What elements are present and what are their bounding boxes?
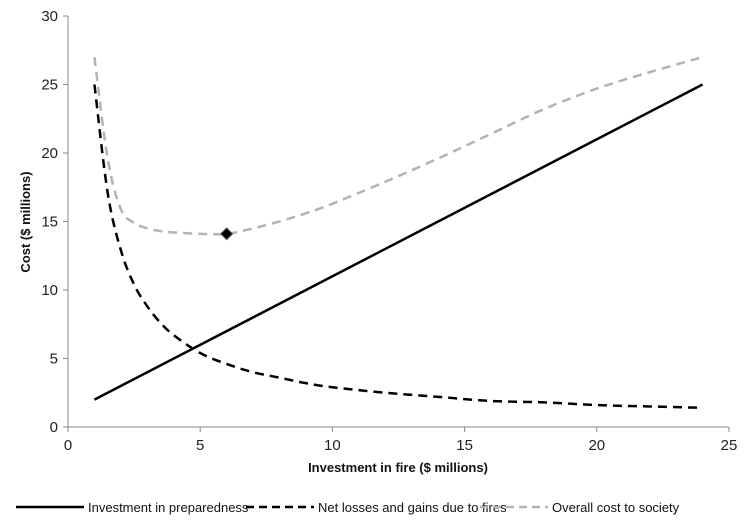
series-net-losses-and-gains bbox=[93, 84, 703, 410]
x-tick-label: 5 bbox=[196, 437, 204, 454]
x-tick-label: 15 bbox=[456, 437, 473, 454]
series-lines bbox=[93, 55, 704, 410]
y-tick-label: 5 bbox=[50, 351, 58, 368]
y-tick-label: 10 bbox=[41, 282, 58, 299]
legend-label: Net losses and gains due to fires bbox=[318, 500, 507, 515]
axes bbox=[63, 15, 730, 432]
optimum-diamond-marker bbox=[219, 227, 234, 241]
x-tick-label: 25 bbox=[721, 437, 738, 454]
optimum-marker-layer bbox=[219, 227, 234, 241]
x-tick-label: 0 bbox=[64, 437, 72, 454]
series-investment-in-preparedness bbox=[93, 83, 704, 401]
legend: Investment in preparedness Net losses and… bbox=[16, 500, 680, 515]
y-tick-label: 0 bbox=[50, 419, 58, 436]
tick-labels: 0 5 10 15 20 25 30 0 5 10 15 20 25 bbox=[41, 8, 737, 454]
y-tick-label: 20 bbox=[41, 145, 58, 162]
y-tick-label: 25 bbox=[41, 77, 58, 94]
x-axis-title: Investment in fire ($ millions) bbox=[308, 460, 488, 475]
y-axis-title: Cost ($ millions) bbox=[18, 171, 33, 272]
series-overall-cost-to-society bbox=[93, 55, 703, 236]
legend-label: Investment in preparedness bbox=[88, 500, 249, 515]
y-tick-label: 15 bbox=[41, 214, 58, 231]
x-tick-label: 10 bbox=[324, 437, 341, 454]
legend-label: Overall cost to society bbox=[552, 500, 680, 515]
x-tick-label: 20 bbox=[588, 437, 605, 454]
y-tick-label: 30 bbox=[41, 8, 58, 25]
